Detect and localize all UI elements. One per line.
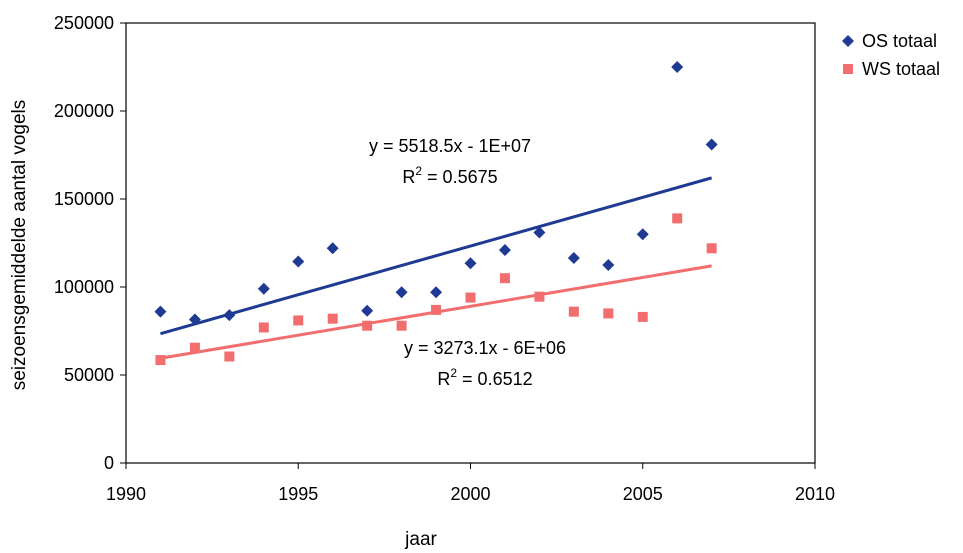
y-tick-label: 100000 [54, 277, 114, 297]
data-point [362, 320, 373, 331]
data-point [155, 355, 166, 366]
data-point [154, 305, 167, 318]
x-axis-title: jaar [404, 529, 437, 550]
trendline [160, 176, 713, 336]
data-point [637, 311, 648, 322]
data-point [706, 243, 717, 254]
data-point [223, 309, 236, 322]
data-point [498, 244, 511, 257]
data-point [705, 138, 718, 151]
data-point [293, 315, 304, 326]
data-points [154, 61, 718, 366]
data-point [671, 61, 684, 73]
y-axis-title: seizoensgemiddelde aantal vogels [9, 100, 30, 390]
trendline-equation: y = 3273.1x - 6E+06 [404, 338, 566, 358]
data-point [189, 342, 200, 353]
r-squared-label: R2 = 0.6512 [437, 366, 532, 389]
x-tick-label: 1995 [278, 484, 318, 504]
y-tick-label: 50000 [64, 365, 114, 385]
plot-area [125, 22, 816, 464]
data-point [326, 242, 339, 255]
data-point [567, 251, 580, 264]
legend-marker [842, 35, 854, 47]
y-axis: 0 50000 100000 150000 200000 250000 [54, 13, 126, 473]
legend-marker [843, 64, 853, 74]
data-point [327, 313, 338, 324]
data-point [396, 320, 407, 331]
r-squared-label: R2 = 0.5675 [402, 164, 497, 187]
data-point [292, 255, 305, 268]
trendline-equations: y = 5518.5x - 1E+07 R2 = 0.5675 y = 3273.1… [369, 136, 566, 389]
data-point [534, 291, 545, 302]
data-point [430, 286, 443, 299]
legend-label: WS totaal [862, 59, 940, 79]
data-point [499, 273, 510, 284]
data-point [672, 213, 683, 224]
x-tick-label: 2000 [450, 484, 490, 504]
x-axis: 1990 1995 2000 2005 2010 [106, 463, 835, 504]
trendlines [160, 176, 713, 360]
data-point [464, 257, 477, 270]
legend-label: OS totaal [862, 31, 937, 51]
y-tick-label: 0 [104, 453, 114, 473]
y-tick-label: 250000 [54, 13, 114, 33]
data-point [465, 292, 476, 303]
x-tick-label: 1990 [106, 484, 146, 504]
data-point [395, 286, 408, 299]
y-tick-label: 150000 [54, 189, 114, 209]
x-tick-label: 2005 [623, 484, 663, 504]
data-point [636, 228, 649, 241]
data-point [533, 226, 546, 239]
data-point [602, 259, 615, 271]
data-point [361, 304, 374, 317]
data-point [568, 306, 579, 317]
data-point [257, 282, 270, 295]
data-point [224, 351, 235, 362]
data-point [603, 308, 614, 319]
y-tick-label: 200000 [54, 101, 114, 121]
x-tick-label: 2010 [795, 484, 835, 504]
data-point [258, 322, 269, 333]
data-point [188, 313, 201, 326]
data-point [431, 304, 442, 315]
trendline-equation: y = 5518.5x - 1E+07 [369, 136, 531, 156]
legend: OS totaal WS totaal [842, 31, 940, 79]
plot-border [125, 22, 816, 464]
